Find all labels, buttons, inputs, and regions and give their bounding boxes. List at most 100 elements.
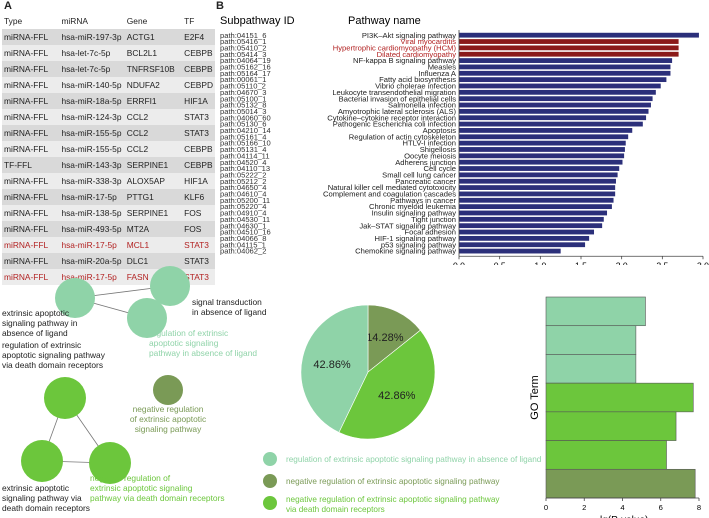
- pathway-name-label: Cell cycle: [424, 164, 457, 173]
- table-row: miRNA-FFL hsa-miR-18a-5p ERRFI1 HIF1A: [2, 93, 215, 109]
- pathway-name-label: NF-kappa B signaling pathway: [353, 56, 456, 65]
- pathway-id-label: path:04151_6: [220, 31, 266, 40]
- go-bar: [545, 468, 696, 499]
- go-x-axis-title: -lg(P-value): [597, 515, 649, 518]
- table-cell-mirna: hsa-let-7c-5p: [59, 61, 125, 77]
- pathway-id-label: path:04520_4: [220, 158, 266, 167]
- pie-slice: [338, 329, 436, 440]
- table-row: miRNA-FFL hsa-miR-155-5p CCL2 CEBPB: [2, 141, 215, 157]
- table-row: miRNA-FFL hsa-miR-124-3p CCL2 STAT3: [2, 109, 215, 125]
- x-tick-label: 1.0: [534, 260, 546, 265]
- pathway-id-label: path:05200_11: [220, 196, 270, 205]
- table-cell-mirna: hsa-miR-18a-5p: [59, 93, 125, 109]
- table-cell-type: miRNA-FFL: [2, 109, 60, 125]
- network-node: [55, 278, 95, 318]
- pathway-id-label: path:04064_19: [220, 56, 271, 65]
- pathway-name-label: Pancreatic cancer: [395, 177, 456, 186]
- table-cell-gene: SERPINE1: [124, 205, 183, 221]
- pathway-id-label: path:05162_16: [220, 63, 271, 72]
- go-bar: [545, 296, 646, 327]
- pathway-id-label: path:04630_1: [220, 221, 266, 230]
- pathway-name-label: Apoptosis: [423, 126, 457, 135]
- pathway-id-label: path:04510_16: [220, 228, 271, 237]
- table-cell-tf: STAT3: [182, 253, 215, 269]
- bar: [459, 210, 608, 216]
- bar: [459, 39, 679, 44]
- pathway-id-label: path:05100_1: [220, 94, 266, 103]
- network-node-label: negative regulation of extrinsic apoptoti…: [130, 404, 206, 434]
- table-row: TF-FFL hsa-miR-143-3p SERPINE1 CEBPB: [2, 157, 215, 173]
- bar: [459, 96, 653, 102]
- table-cell-mirna: hsa-miR-143-3p: [59, 157, 125, 173]
- table-row: miRNA-FFL hsa-miR-20a-5p DLC1 STAT3: [2, 253, 215, 269]
- table-cell-gene: SERPINE1: [124, 157, 183, 173]
- table-row: miRNA-FFL hsa-let-7c-5p BCL2L1 CEBPB: [2, 45, 215, 61]
- table-cell-type: miRNA-FFL: [2, 221, 60, 237]
- pathway-id-label: path:04060_60: [220, 113, 271, 122]
- table-cell-tf: CEBPB: [182, 61, 215, 77]
- bar: [459, 32, 699, 38]
- bar: [459, 153, 625, 159]
- pathway-name-label: Bacterial invasion of epithelial cells: [339, 94, 457, 103]
- pathway-id-label: path:04110_13: [220, 164, 270, 173]
- go-bar: [545, 354, 637, 384]
- bar: [459, 134, 629, 140]
- bar: [459, 166, 620, 171]
- pathway-name-label: Pathways in cancer: [390, 196, 456, 205]
- go-bar: [545, 440, 667, 470]
- x-tick-label: 2.0: [616, 260, 628, 265]
- ffl-table: Type miRNA Gene TF miRNA-FFL hsa-miR-197-…: [2, 13, 215, 285]
- legend-swatch: [263, 474, 277, 488]
- legend-label: regulation of extrinsic apoptotic signal…: [286, 455, 542, 464]
- header-tf: TF: [184, 16, 195, 26]
- table-cell-mirna: hsa-miR-138-5p: [59, 205, 125, 221]
- table-cell-mirna: hsa-miR-17-5p: [59, 189, 125, 205]
- table-cell-type: miRNA-FFL: [2, 189, 60, 205]
- table-header-row: Type miRNA Gene TF: [2, 13, 215, 29]
- legend-swatch: [263, 452, 277, 466]
- network-node-label: regulation of extrinsic apoptotic signali…: [149, 328, 257, 358]
- network-node: [150, 266, 190, 306]
- table-cell-gene: CCL2: [124, 141, 183, 157]
- pathway-id-label: path:05416_1: [220, 37, 266, 46]
- table-cell-tf: STAT3: [182, 125, 215, 141]
- table-cell-type: miRNA-FFL: [2, 205, 60, 221]
- go-x-tick-label: 0: [544, 503, 548, 512]
- x-tick-label: 3.0: [697, 260, 709, 265]
- pathway-name-label: Pathogenic Escherichia coli infection: [333, 120, 456, 129]
- go-bar: [545, 325, 637, 355]
- table-cell-tf: STAT3: [182, 237, 215, 253]
- pathway-id-label: path:05212_2: [220, 177, 266, 186]
- pathway-id-label: path:05161_4: [220, 132, 266, 141]
- pathway-name-label: Influenza A: [418, 69, 457, 78]
- pathway-name-label: Chemokine signaling pathway: [355, 247, 456, 256]
- x-tick-label: 1.5: [575, 260, 587, 265]
- network-node: [153, 375, 183, 405]
- header-gene: Gene: [126, 16, 148, 26]
- bar: [459, 185, 616, 190]
- table-cell-type: miRNA-FFL: [2, 237, 60, 253]
- table-cell-mirna: hsa-miR-155-5p: [59, 141, 125, 157]
- pathway-name-label: Amyotrophic lateral sclerosis (ALS): [338, 107, 457, 116]
- table-cell-gene: TNFRSF10B: [124, 61, 183, 77]
- table-cell-gene: BCL2L1: [124, 45, 183, 61]
- pie-value-label: 42.86%: [313, 359, 351, 371]
- table-cell-type: miRNA-FFL: [2, 125, 60, 141]
- pathway-name-label: PI3K–Akt signaling pathway: [362, 31, 456, 40]
- bar: [459, 128, 633, 133]
- pathway-name-label: Natural killer cell mediated cytotoxicit…: [328, 183, 456, 192]
- network-node-label: extrinsic apoptotic signaling pathway via…: [2, 483, 90, 513]
- table-cell-mirna: hsa-let-7c-5p: [59, 45, 125, 61]
- bar: [459, 197, 614, 203]
- bar: [459, 140, 626, 146]
- table-row: miRNA-FFL hsa-miR-493-5p MT2A FOS: [2, 221, 215, 237]
- network-node-label: extrinsic apoptotic signaling pathway in a…: [2, 308, 78, 338]
- bar: [459, 235, 590, 241]
- pathway-id-label: path:04062_2: [220, 247, 266, 256]
- table-cell-type: miRNA-FFL: [2, 29, 60, 45]
- legend-swatch: [263, 496, 277, 510]
- pathway-name-label: Chronic myeloid leukemia: [369, 202, 457, 211]
- go-bar: [545, 382, 694, 413]
- table-cell-type: miRNA-FFL: [2, 173, 60, 189]
- go-enrichment-panel: extrinsic apoptotic signaling pathway in a…: [2, 266, 701, 518]
